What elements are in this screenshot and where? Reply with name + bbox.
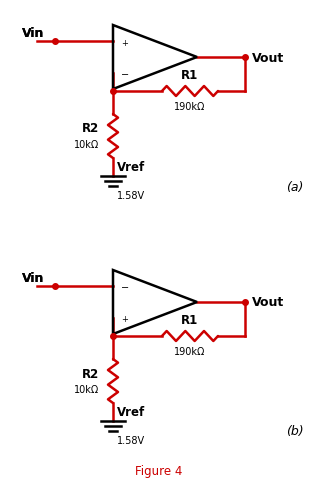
- Text: Vin: Vin: [22, 27, 45, 40]
- Text: Vin: Vin: [22, 27, 45, 40]
- Text: Figure 4: Figure 4: [135, 465, 183, 478]
- Text: +: +: [121, 39, 128, 47]
- Text: Vref: Vref: [117, 161, 145, 174]
- Text: 10kΩ: 10kΩ: [74, 140, 99, 150]
- Text: 190kΩ: 190kΩ: [174, 102, 206, 112]
- Text: 1.58V: 1.58V: [117, 191, 145, 201]
- Text: R2: R2: [82, 367, 99, 380]
- Text: R1: R1: [181, 313, 199, 326]
- Text: R1: R1: [181, 69, 199, 82]
- Text: −: −: [121, 70, 129, 80]
- Text: 190kΩ: 190kΩ: [174, 346, 206, 356]
- Text: Vin: Vin: [22, 271, 45, 285]
- Text: (a): (a): [286, 180, 304, 193]
- Text: 10kΩ: 10kΩ: [74, 384, 99, 394]
- Text: Vout: Vout: [252, 296, 284, 309]
- Text: Vref: Vref: [117, 405, 145, 418]
- Text: −: −: [121, 283, 129, 292]
- Text: (b): (b): [286, 425, 304, 438]
- Text: Vout: Vout: [252, 51, 284, 64]
- Text: Vin: Vin: [22, 271, 45, 285]
- Text: R2: R2: [82, 122, 99, 135]
- Text: 1.58V: 1.58V: [117, 435, 145, 445]
- Text: +: +: [121, 315, 128, 324]
